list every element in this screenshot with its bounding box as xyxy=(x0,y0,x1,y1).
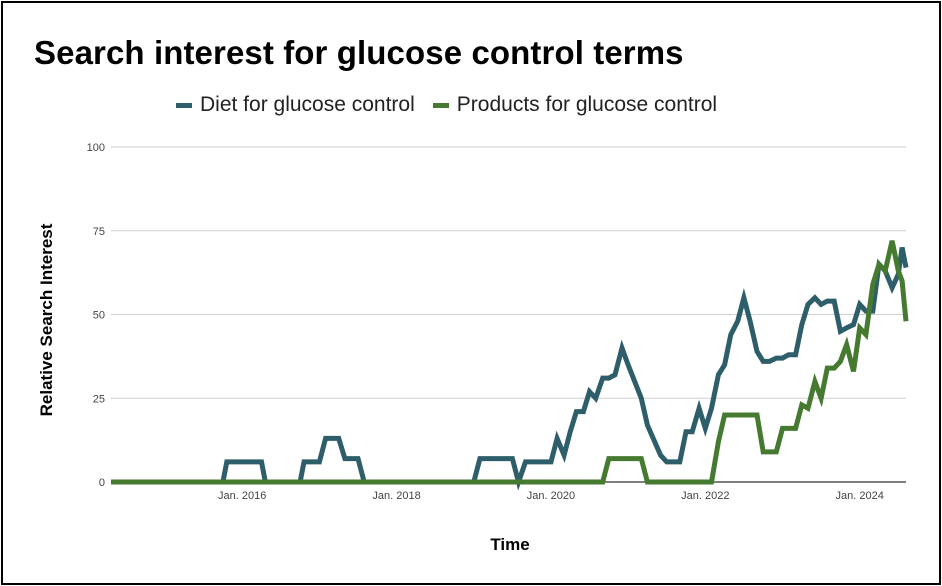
x-tick-label: Jan. 2022 xyxy=(681,490,729,502)
y-tick-label: 100 xyxy=(87,142,105,154)
legend-swatch-diet xyxy=(176,102,192,108)
x-tick-labels: Jan. 2016 Jan. 2018 Jan. 2020 Jan. 2022 Jan.… xyxy=(218,490,884,502)
legend: Diet for glucose control Products for gl… xyxy=(176,93,717,117)
legend-label-products: Products for glucose control xyxy=(456,93,718,116)
y-tick-label: 0 xyxy=(99,477,105,489)
legend-swatch-products xyxy=(432,102,449,108)
x-tick-label: Jan. 2024 xyxy=(836,490,884,502)
legend-item-products: Products for glucose control xyxy=(432,93,718,117)
x-tick-label: Jan. 2016 xyxy=(218,490,266,502)
series-line-diet xyxy=(111,247,909,491)
y-tick-label: 75 xyxy=(93,226,105,238)
y-tick-label: 25 xyxy=(93,393,105,405)
y-axis-title: Relative Search Interest xyxy=(37,223,56,416)
x-tick-label: Jan. 2018 xyxy=(372,490,420,502)
y-tick-labels: 0 25 50 75 100 xyxy=(87,142,105,489)
series-line-products xyxy=(111,240,909,485)
legend-label-diet: Diet for glucose control xyxy=(200,93,415,116)
chart-title: Search interest for glucose control term… xyxy=(34,34,684,71)
legend-item-diet: Diet for glucose control xyxy=(176,93,415,117)
series-lines xyxy=(111,240,909,491)
x-axis-title: Time xyxy=(490,535,529,554)
x-tick-label: Jan. 2020 xyxy=(527,490,575,502)
y-tick-label: 50 xyxy=(93,310,105,322)
gridlines xyxy=(111,146,906,483)
